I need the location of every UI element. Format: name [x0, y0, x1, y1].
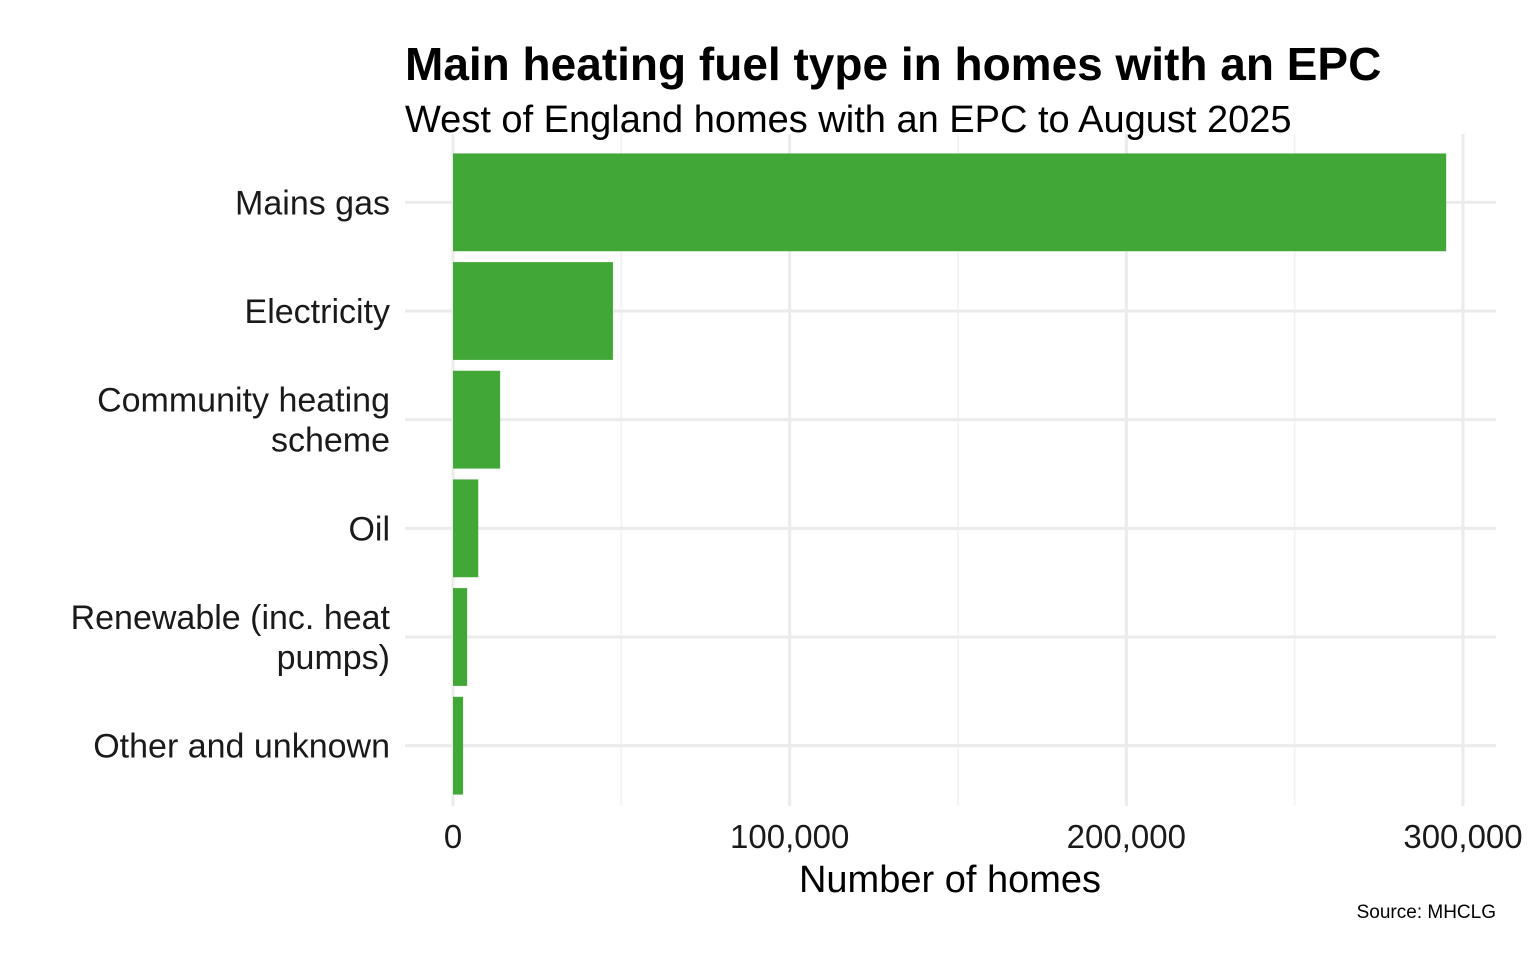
bar	[453, 262, 613, 360]
y-axis-labels: Mains gas Electricity Community heatingsch…	[71, 184, 391, 765]
bar	[453, 153, 1447, 252]
bar	[453, 588, 468, 686]
category-label: Community heating	[97, 382, 390, 420]
x-tick-label: 0	[444, 818, 462, 855]
x-tick-label: 200,000	[1067, 818, 1186, 855]
category-label: Renewable (inc. heat	[71, 599, 391, 637]
chart-subtitle: West of England homes with an EPC to Aug…	[405, 99, 1292, 141]
category-label: scheme	[271, 422, 390, 460]
bar	[453, 696, 464, 795]
bars	[453, 153, 1447, 795]
x-tick-label: 100,000	[730, 818, 849, 855]
x-axis-title: Number of homes	[799, 859, 1101, 901]
x-tick-label: 300,000	[1403, 818, 1522, 855]
category-label: Oil	[348, 510, 390, 548]
chart-caption: Source: MHCLG	[1357, 902, 1496, 923]
bar	[453, 370, 501, 469]
category-label: pumps)	[277, 639, 390, 677]
x-axis-tick-labels: 0 100,000 200,000 300,000	[444, 818, 1523, 855]
category-label: Mains gas	[235, 184, 390, 222]
bar	[453, 479, 479, 578]
chart-title: Main heating fuel type in homes with an …	[405, 38, 1381, 90]
category-label: Other and unknown	[93, 728, 390, 766]
category-label: Electricity	[245, 293, 390, 331]
